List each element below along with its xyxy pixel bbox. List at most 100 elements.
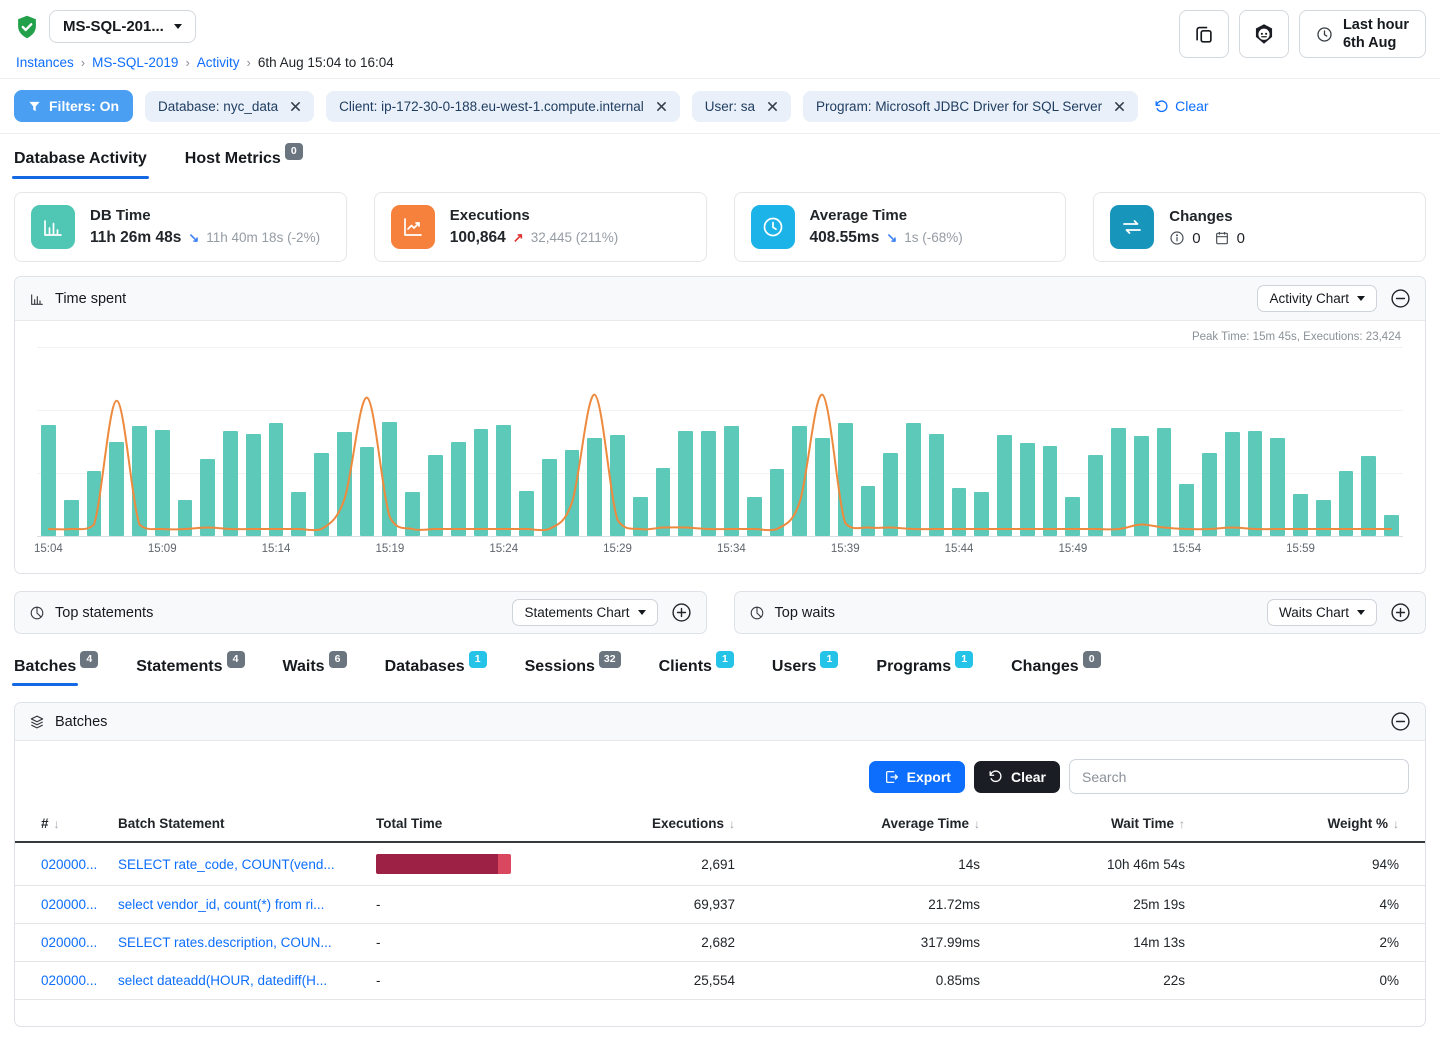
tab-badge: 4: [227, 651, 245, 668]
tab-databases[interactable]: Databases1: [385, 658, 487, 686]
collapse-panel-button[interactable]: [1390, 288, 1411, 309]
tab-sessions[interactable]: Sessions32: [525, 658, 621, 686]
collapse-panel-button[interactable]: [1390, 711, 1411, 732]
executions-cell: 2,691: [618, 846, 743, 883]
chevron-down-icon: [1357, 296, 1365, 301]
column-header[interactable]: Total Time: [368, 806, 618, 841]
clear-filters-button[interactable]: Clear: [1154, 98, 1208, 114]
tab-database-activity[interactable]: Database Activity: [14, 150, 147, 179]
batch-statement-link[interactable]: SELECT rate_code, COUNT(vend...: [110, 846, 368, 883]
batch-id-link[interactable]: 020000...: [15, 962, 110, 999]
panel-title: Time spent: [55, 291, 126, 307]
tab-badge: 4: [80, 651, 98, 668]
tab-waits[interactable]: Waits6: [283, 658, 347, 686]
batch-id-link[interactable]: 020000...: [15, 886, 110, 923]
tab-programs[interactable]: Programs1: [876, 658, 973, 686]
filter-chip[interactable]: Database: nyc_data: [145, 91, 314, 122]
expand-panel-button[interactable]: [1390, 602, 1411, 623]
breadcrumb-separator: ›: [185, 55, 189, 70]
chevron-down-icon: [638, 610, 646, 615]
copy-button[interactable]: [1179, 10, 1229, 58]
breadcrumb-instances[interactable]: Instances: [16, 55, 74, 70]
line-chart-icon: [391, 205, 435, 249]
expand-panel-button[interactable]: [671, 602, 692, 623]
filter-chip[interactable]: Client: ip-172-30-0-188.eu-west-1.comput…: [326, 91, 680, 122]
assistant-button[interactable]: [1239, 10, 1289, 58]
total-time-cell: -: [368, 886, 618, 923]
card-title: DB Time: [90, 207, 320, 224]
remove-filter-icon[interactable]: [1114, 101, 1125, 112]
column-header-label: #: [41, 816, 49, 831]
breadcrumb-activity[interactable]: Activity: [197, 55, 240, 70]
instance-selector[interactable]: MS-SQL-201...: [49, 10, 196, 43]
batch-statement-link[interactable]: select vendor_id, count(*) from ri...: [110, 886, 368, 923]
activity-chart-selector[interactable]: Activity Chart: [1257, 285, 1377, 312]
sort-up-icon[interactable]: ↑: [1179, 817, 1185, 831]
tab-label: Databases: [385, 658, 465, 676]
bar-chart-icon: [29, 291, 45, 307]
batch-statement-link[interactable]: SELECT rates.description, COUN...: [110, 924, 368, 961]
column-header[interactable]: Weight %↓: [1193, 806, 1425, 841]
minus-circle-icon: [1390, 288, 1411, 309]
time-spent-panel: Time spent Activity Chart Peak Time: 15m…: [14, 276, 1426, 574]
total-time-bar: [376, 854, 511, 874]
activity-chart-selector-label: Activity Chart: [1269, 291, 1349, 306]
remove-filter-icon[interactable]: [767, 101, 778, 112]
column-header[interactable]: #↓: [15, 806, 110, 841]
x-axis-label: 15:04: [34, 543, 63, 555]
tab-statements[interactable]: Statements4: [136, 658, 244, 686]
chevron-down-icon: [1357, 610, 1365, 615]
tab-label: Waits: [283, 658, 325, 676]
panel-title: Top waits: [775, 605, 835, 621]
batch-statement-link[interactable]: select dateadd(HOUR, datediff(H...: [110, 962, 368, 999]
tab-batches[interactable]: Batches4: [14, 658, 98, 686]
breadcrumb: Instances › MS-SQL-2019 › Activity › 6th…: [16, 55, 394, 70]
batch-id-link[interactable]: 020000...: [15, 846, 110, 883]
waits-chart-selector[interactable]: Waits Chart: [1267, 599, 1377, 626]
time-range-line2: 6th Aug: [1343, 35, 1396, 51]
statements-chart-selector[interactable]: Statements Chart: [512, 599, 657, 626]
pie-chart-icon: [29, 605, 45, 621]
export-icon: [883, 769, 899, 785]
column-header-label: Average Time: [881, 816, 969, 831]
sort-down-icon[interactable]: ↓: [1393, 817, 1399, 831]
sort-down-icon[interactable]: ↓: [974, 817, 980, 831]
card-title: Executions: [450, 207, 619, 224]
export-button[interactable]: Export: [869, 761, 965, 793]
changes-calendar-count: 0: [1237, 230, 1245, 247]
remove-filter-icon[interactable]: [656, 101, 667, 112]
bottom-tabs: Batches4 Statements4 Waits6 Databases1 Sessi…: [0, 634, 1440, 686]
undo-icon: [1154, 99, 1169, 114]
batch-id-link[interactable]: 020000...: [15, 924, 110, 961]
statements-chart-selector-label: Statements Chart: [524, 605, 629, 620]
tab-host-metrics[interactable]: Host Metrics 0: [185, 150, 303, 179]
activity-chart-xlabels: 15:0415:0915:1415:1915:2415:2915:3415:39…: [37, 537, 1403, 563]
sort-down-icon[interactable]: ↓: [54, 817, 60, 831]
time-spent-body: Peak Time: 15m 45s, Executions: 23,424 1…: [15, 321, 1425, 563]
tab-clients[interactable]: Clients1: [659, 658, 734, 686]
column-header[interactable]: Average Time ↓: [743, 806, 988, 841]
remove-filter-icon[interactable]: [290, 101, 301, 112]
column-header[interactable]: Wait Time↑: [988, 806, 1193, 841]
tab-label: Sessions: [525, 658, 595, 676]
time-range-button[interactable]: Last hour 6th Aug: [1299, 10, 1426, 58]
search-input[interactable]: [1069, 759, 1409, 794]
wait-time-cell: 10h 46m 54s: [988, 846, 1193, 883]
filter-chip[interactable]: User: sa: [692, 91, 791, 122]
batches-panel: Batches Export Clear #↓Batch StatementTo…: [14, 702, 1426, 1027]
filters-toggle-button[interactable]: Filters: On: [14, 90, 133, 122]
x-axis-label: 15:09: [148, 543, 177, 555]
tab-changes[interactable]: Changes0: [1011, 658, 1101, 686]
filter-chip[interactable]: Program: Microsoft JDBC Driver for SQL S…: [803, 91, 1138, 122]
wait-time-cell: 25m 19s: [988, 886, 1193, 923]
total-time-cell: -: [368, 962, 618, 999]
export-label: Export: [907, 769, 951, 785]
executions-line-svg: [37, 347, 1403, 536]
column-header[interactable]: Batch Statement: [110, 806, 368, 841]
breadcrumb-separator: ›: [247, 55, 251, 70]
clear-table-button[interactable]: Clear: [974, 761, 1060, 793]
tab-users[interactable]: Users1: [772, 658, 838, 686]
column-header[interactable]: Executions↓: [618, 806, 743, 841]
sort-down-icon[interactable]: ↓: [729, 817, 735, 831]
breadcrumb-instance[interactable]: MS-SQL-2019: [92, 55, 178, 70]
